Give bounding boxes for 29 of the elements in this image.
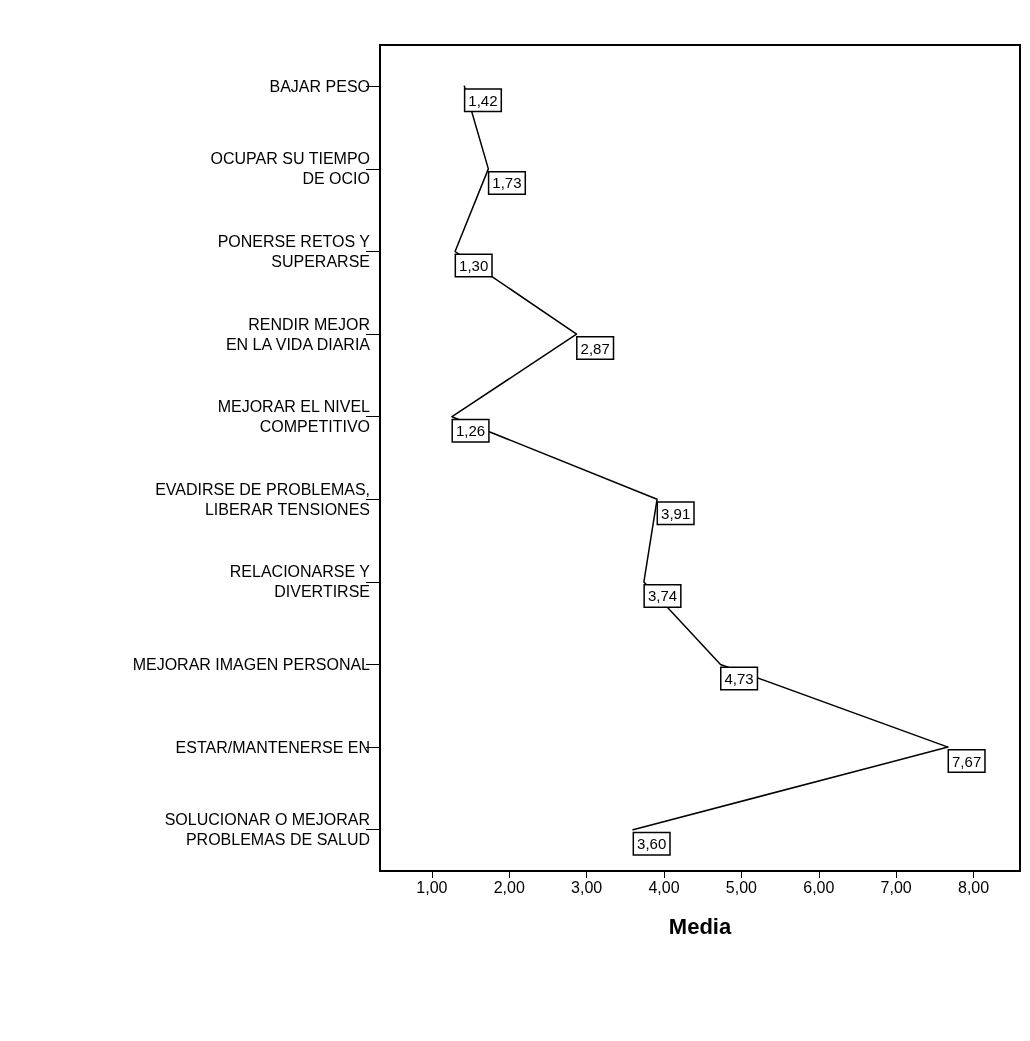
y-tick-label: BAJAR PESO xyxy=(269,77,370,95)
y-tick-label: RENDIR MEJOR EN LA VIDA DIARIA xyxy=(225,315,371,353)
data-label: 1,73 xyxy=(492,174,522,192)
x-tick-label: 3,00 xyxy=(571,878,603,896)
data-label: 1,30 xyxy=(459,257,489,274)
x-tick-label: 7,00 xyxy=(880,878,912,896)
data-label: 3,74 xyxy=(647,587,678,605)
data-label: 3,60 xyxy=(637,835,667,853)
x-tick-label: 1,00 xyxy=(416,878,448,896)
x-tick-label: 8,00 xyxy=(958,878,990,896)
y-tick-label: MEJORAR EL NIVEL COMPETITIVO xyxy=(217,398,371,436)
data-label: 1,26 xyxy=(455,422,486,440)
y-tick-label: OCUPAR SU TIEMPO DE OCIO xyxy=(210,150,370,188)
y-tick-label: SOLUCIONAR O MEJORAR PROBLEMAS DE SALUD xyxy=(164,811,370,849)
x-tick-label: 4,00 xyxy=(648,878,680,896)
x-tick-label: 2,00 xyxy=(493,878,525,896)
x-tick-label: 6,00 xyxy=(803,878,835,896)
data-label: 4,73 xyxy=(724,670,754,687)
y-tick-label: RELACIONARSE Y DIVERTIRSE xyxy=(229,563,371,601)
x-tick-label: 5,00 xyxy=(725,878,758,896)
data-label: 3,91 xyxy=(661,504,691,522)
data-label: 2,87 xyxy=(580,339,610,357)
data-label: 7,67 xyxy=(952,752,982,770)
x-axis-title: Media xyxy=(668,913,732,939)
y-tick-label: PONERSE RETOS Y SUPERARSE xyxy=(217,233,371,270)
y-tick-label: MEJORAR IMAGEN PERSONAL xyxy=(132,656,371,673)
y-tick-label: EVADIRSE DE PROBLEMAS, LIBERAR TENSIONES xyxy=(155,480,370,518)
y-tick-label: ESTAR/MANTENERSE EN xyxy=(175,738,370,756)
data-label: 1,42 xyxy=(468,91,498,109)
